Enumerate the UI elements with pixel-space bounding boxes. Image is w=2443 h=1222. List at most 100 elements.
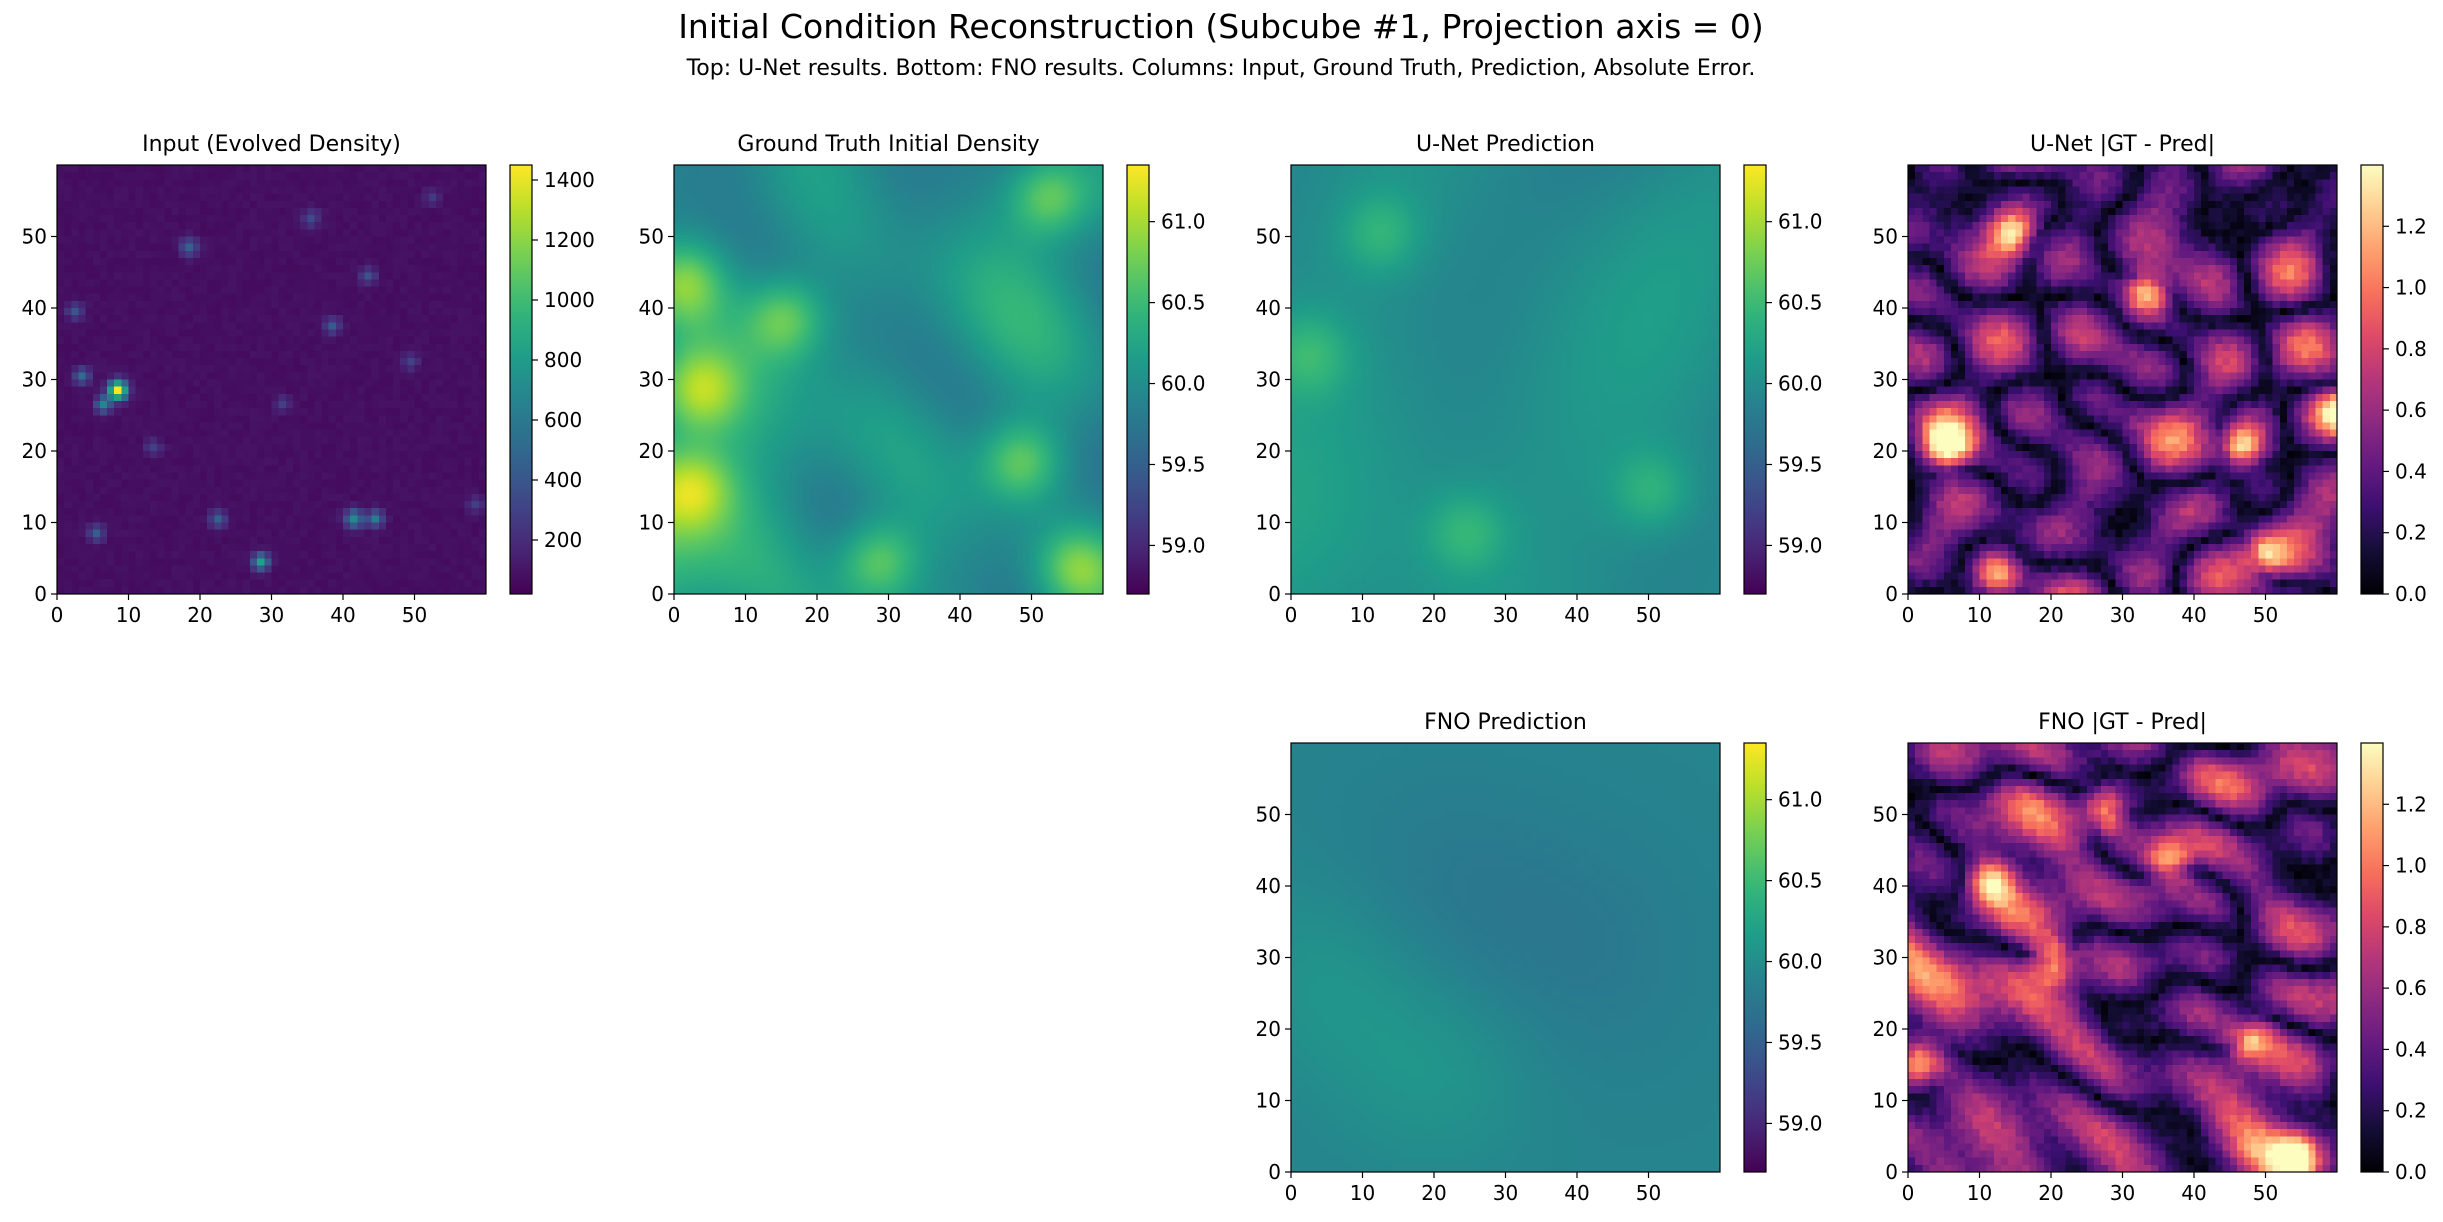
x-tick-label: 20 bbox=[2038, 603, 2063, 627]
x-tick-label: 50 bbox=[402, 603, 427, 627]
y-tick-label: 50 bbox=[1256, 225, 1281, 249]
x-tick-label: 50 bbox=[2253, 1181, 2278, 1205]
colorbar-tick-label: 60.0 bbox=[1778, 372, 1823, 396]
y-tick-label: 30 bbox=[22, 368, 47, 392]
x-tick-label: 20 bbox=[1421, 603, 1446, 627]
colorbar-tick-label: 59.5 bbox=[1778, 1030, 1823, 1054]
panel-title: FNO |GT - Pred| bbox=[2038, 710, 2207, 735]
heatmap-image bbox=[1908, 165, 2337, 594]
colorbar bbox=[2360, 164, 2384, 595]
x-tick-label: 0 bbox=[51, 603, 64, 627]
x-tick-label: 50 bbox=[1636, 603, 1661, 627]
y-tick-label: 30 bbox=[639, 368, 664, 392]
colorbar-tick-label: 59.0 bbox=[1778, 533, 1823, 557]
x-tick-label: 30 bbox=[259, 603, 284, 627]
x-tick-label: 40 bbox=[2181, 1181, 2206, 1205]
colorbar-tick-label: 59.0 bbox=[1778, 1111, 1823, 1135]
figure-subtitle: Top: U-Net results. Bottom: FNO results.… bbox=[686, 56, 1756, 81]
panel-title: U-Net |GT - Pred| bbox=[2030, 132, 2215, 157]
colorbar-tick-label: 1400 bbox=[544, 168, 595, 192]
x-tick-label: 10 bbox=[1967, 603, 1992, 627]
x-tick-label: 50 bbox=[1636, 1181, 1661, 1205]
panel-6: FNO |GT - Pred| 0 10 20 30 40 50 0 10 20 30 40 50 0.0… bbox=[1873, 710, 2427, 1205]
x-tick-label: 30 bbox=[2110, 1181, 2135, 1205]
panel-title: U-Net Prediction bbox=[1416, 132, 1595, 157]
colorbar-tick-label: 59.5 bbox=[1161, 452, 1206, 476]
heatmap-image bbox=[1291, 743, 1720, 1172]
x-tick-label: 40 bbox=[330, 603, 355, 627]
colorbar bbox=[509, 164, 533, 595]
x-tick-label: 40 bbox=[1564, 603, 1589, 627]
colorbar-tick-label: 1000 bbox=[544, 288, 595, 312]
y-tick-label: 0 bbox=[1268, 1160, 1281, 1184]
colorbar-tick-label: 600 bbox=[544, 408, 582, 432]
colorbar-tick-label: 0.0 bbox=[2395, 582, 2427, 606]
y-tick-label: 40 bbox=[1256, 296, 1281, 320]
colorbar-tick-label: 61.0 bbox=[1778, 788, 1823, 812]
colorbar-tick-label: 1.0 bbox=[2395, 854, 2427, 878]
y-tick-label: 20 bbox=[639, 439, 664, 463]
panels: Input (Evolved Density) 0 10 20 30 40 50 0 10 20 3… bbox=[22, 132, 2427, 1205]
colorbar-tick-label: 0.2 bbox=[2395, 1099, 2427, 1123]
heatmap-image bbox=[1908, 743, 2337, 1172]
x-tick-label: 0 bbox=[1902, 1181, 1915, 1205]
y-tick-label: 0 bbox=[1885, 1160, 1898, 1184]
colorbar-tick-label: 61.0 bbox=[1778, 210, 1823, 234]
y-tick-label: 40 bbox=[1873, 874, 1898, 898]
y-tick-label: 50 bbox=[1873, 225, 1898, 249]
panel-4: U-Net |GT - Pred| 0 10 20 30 40 50 0 10 20 30 40 50 0… bbox=[1873, 132, 2427, 627]
colorbar-tick-label: 59.0 bbox=[1161, 533, 1206, 557]
colorbar bbox=[2360, 742, 2384, 1173]
x-tick-label: 30 bbox=[876, 603, 901, 627]
x-tick-label: 20 bbox=[1421, 1181, 1446, 1205]
panel-title: FNO Prediction bbox=[1424, 710, 1587, 735]
x-tick-label: 10 bbox=[1967, 1181, 1992, 1205]
colorbar-tick-label: 0.4 bbox=[2395, 459, 2427, 483]
heatmap-image bbox=[674, 165, 1103, 594]
x-tick-label: 50 bbox=[1019, 603, 1044, 627]
y-tick-label: 50 bbox=[1256, 803, 1281, 827]
colorbar bbox=[1743, 742, 1767, 1173]
x-tick-label: 0 bbox=[668, 603, 681, 627]
x-tick-label: 20 bbox=[187, 603, 212, 627]
x-tick-label: 20 bbox=[2038, 1181, 2063, 1205]
colorbar-tick-label: 59.5 bbox=[1778, 452, 1823, 476]
colorbar-tick-label: 0.2 bbox=[2395, 521, 2427, 545]
colorbar-tick-label: 400 bbox=[544, 468, 582, 492]
colorbar-tick-label: 0.0 bbox=[2395, 1160, 2427, 1184]
y-tick-label: 20 bbox=[1873, 439, 1898, 463]
y-tick-label: 0 bbox=[1885, 582, 1898, 606]
x-tick-label: 10 bbox=[1350, 1181, 1375, 1205]
y-tick-label: 0 bbox=[651, 582, 664, 606]
colorbar-tick-label: 60.0 bbox=[1161, 372, 1206, 396]
y-tick-label: 0 bbox=[1268, 582, 1281, 606]
y-tick-label: 20 bbox=[22, 439, 47, 463]
y-tick-label: 40 bbox=[639, 296, 664, 320]
figure-title: Initial Condition Reconstruction (Subcub… bbox=[678, 7, 1764, 46]
colorbar-tick-label: 60.5 bbox=[1778, 291, 1823, 315]
x-tick-label: 40 bbox=[947, 603, 972, 627]
colorbar-tick-label: 0.6 bbox=[2395, 976, 2427, 1000]
x-tick-label: 30 bbox=[1493, 1181, 1518, 1205]
x-tick-label: 0 bbox=[1285, 603, 1298, 627]
x-tick-label: 0 bbox=[1285, 1181, 1298, 1205]
y-tick-label: 20 bbox=[1873, 1017, 1898, 1041]
panel-5: FNO Prediction 0 10 20 30 40 50 0 10 20 30 40 50 59.0… bbox=[1256, 710, 1823, 1205]
colorbar bbox=[1743, 164, 1767, 595]
panel-title: Ground Truth Initial Density bbox=[737, 132, 1039, 157]
colorbar-tick-label: 0.4 bbox=[2395, 1037, 2427, 1061]
y-tick-label: 20 bbox=[1256, 439, 1281, 463]
colorbar-tick-label: 60.5 bbox=[1778, 869, 1823, 893]
y-tick-label: 50 bbox=[22, 225, 47, 249]
y-tick-label: 40 bbox=[22, 296, 47, 320]
y-tick-label: 10 bbox=[1873, 511, 1898, 535]
y-tick-label: 30 bbox=[1256, 946, 1281, 970]
colorbar-tick-label: 1200 bbox=[544, 228, 595, 252]
panel-title: Input (Evolved Density) bbox=[142, 132, 401, 157]
colorbar-tick-label: 60.0 bbox=[1778, 950, 1823, 974]
x-tick-label: 0 bbox=[1902, 603, 1915, 627]
x-tick-label: 50 bbox=[2253, 603, 2278, 627]
y-tick-label: 30 bbox=[1256, 368, 1281, 392]
y-tick-label: 40 bbox=[1256, 874, 1281, 898]
